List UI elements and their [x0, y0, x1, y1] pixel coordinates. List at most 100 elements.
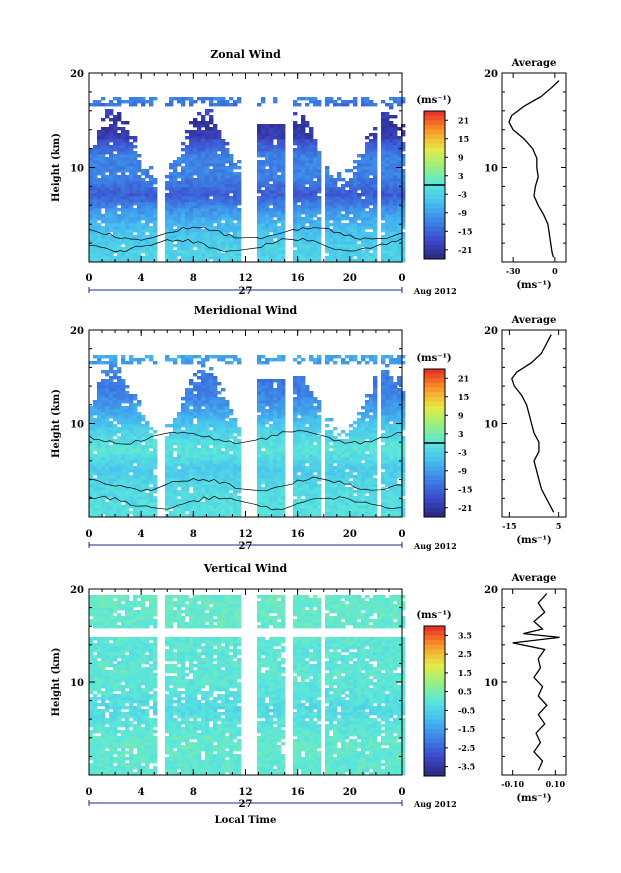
heatmap-cell [233, 241, 238, 245]
heatmap-cell [133, 178, 138, 182]
heatmap-cell [325, 169, 330, 173]
heatmap-cell [181, 208, 186, 212]
heatmap-cell [201, 256, 206, 260]
heatmap-cell [305, 514, 310, 518]
heatmap-cell [229, 250, 234, 254]
heatmap-cell [169, 250, 174, 254]
heatmap-cell [273, 256, 278, 260]
heatmap-cell [165, 472, 170, 476]
heatmap-cell [345, 190, 350, 194]
heatmap-cell [185, 199, 190, 203]
heatmap-cell [225, 469, 230, 473]
heatmap-cell [113, 169, 118, 173]
heatmap-cell [173, 433, 178, 437]
heatmap-cell [305, 403, 310, 407]
heatmap-cell [121, 406, 126, 410]
heatmap-cell [109, 445, 114, 449]
heatmap-cell [293, 403, 298, 407]
heatmap-cell [125, 238, 130, 242]
heatmap-cell [401, 226, 406, 230]
heatmap-cell [217, 139, 222, 143]
heatmap-cell [261, 493, 266, 497]
heatmap-cell [221, 415, 226, 419]
heatmap-cell [217, 133, 222, 137]
heatmap-cell [125, 502, 130, 506]
heatmap-cell [221, 472, 226, 476]
heatmap-cell [401, 100, 406, 104]
heatmap-cell [281, 496, 286, 500]
heatmap-cell [217, 451, 222, 455]
heatmap-cell [389, 253, 394, 257]
colorbar-tick-label: -21 [458, 245, 472, 255]
heatmap-cell [325, 178, 330, 182]
heatmap-cell [113, 388, 118, 392]
heatmap-cell [353, 205, 358, 209]
heatmap-cell [109, 355, 114, 359]
heatmap-cell [101, 463, 106, 467]
heatmap-cell [113, 190, 118, 194]
heatmap-cell [197, 415, 202, 419]
heatmap-cell [381, 157, 386, 161]
heatmap-cell [173, 499, 178, 503]
contour-line [88, 226, 403, 241]
heatmap-cell [365, 205, 370, 209]
heatmap-cell [189, 121, 194, 125]
heatmap-cell [277, 505, 282, 509]
heatmap-cell [165, 220, 170, 224]
x-tick-label: 8 [190, 273, 197, 284]
heatmap-cell [233, 358, 238, 362]
heatmap-cell [293, 406, 298, 410]
heatmap-cell [297, 172, 302, 176]
heatmap-cell [221, 100, 226, 104]
heatmap-cell [213, 475, 218, 479]
heatmap-cell [385, 184, 390, 188]
heatmap-cell [221, 166, 226, 170]
heatmap-cell [209, 214, 214, 218]
heatmap-cell [293, 382, 298, 386]
heatmap-cell [205, 427, 210, 431]
heatmap-cell [237, 100, 242, 104]
heatmap-cell [229, 172, 234, 176]
heatmap-cell [189, 496, 194, 500]
heatmap-cell [201, 385, 206, 389]
heatmap-cell [165, 229, 170, 233]
heatmap-cell [373, 235, 378, 239]
heatmap-cell [165, 250, 170, 254]
heatmap-cell [225, 427, 230, 431]
heatmap-cell [221, 487, 226, 491]
heatmap-cell [97, 244, 102, 248]
heatmap-cell [193, 250, 198, 254]
heatmap-cell [293, 250, 298, 254]
heatmap-cell [173, 490, 178, 494]
heatmap-cell [181, 97, 186, 101]
heatmap-cell [317, 166, 322, 170]
heatmap-cell [133, 241, 138, 245]
heatmap-cell [205, 496, 210, 500]
heatmap-cell [261, 442, 266, 446]
heatmap-cell [389, 217, 394, 221]
heatmap-cell [121, 358, 126, 362]
heatmap-cell [381, 100, 386, 104]
heatmap-cell [201, 481, 206, 485]
heatmap-cell [393, 142, 398, 146]
heatmap-cell [221, 502, 226, 506]
heatmap-cell [145, 481, 150, 485]
heatmap-cell [101, 385, 106, 389]
heatmap-cell [385, 205, 390, 209]
heatmap-cell [125, 457, 130, 461]
heatmap-cell [281, 253, 286, 257]
heatmap-cell [325, 100, 330, 104]
heatmap-cell [197, 508, 202, 512]
heatmap-cell [293, 424, 298, 428]
heatmap-cell [229, 463, 234, 467]
heatmap-cell [261, 424, 266, 428]
heatmap-cell [145, 223, 150, 227]
heatmap-cell [189, 184, 194, 188]
heatmap-cell [137, 472, 142, 476]
heatmap-cell [97, 361, 102, 365]
heatmap-cell [189, 511, 194, 515]
heatmap-cell [281, 235, 286, 239]
heatmap-cell [93, 448, 98, 452]
heatmap-cell [277, 514, 282, 518]
heatmap-cell [89, 187, 94, 191]
